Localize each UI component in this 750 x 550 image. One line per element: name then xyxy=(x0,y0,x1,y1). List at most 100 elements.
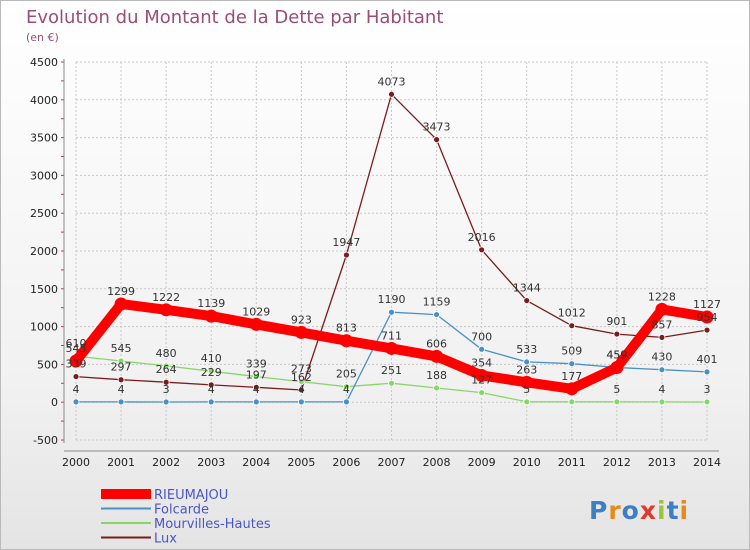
data-label: 264 xyxy=(156,363,177,376)
data-label: 4 xyxy=(298,383,305,396)
data-label: 354 xyxy=(471,356,492,369)
x-tick-label: 2012 xyxy=(603,456,631,469)
data-label: 339 xyxy=(246,358,267,371)
data-label: 188 xyxy=(426,369,447,382)
data-point xyxy=(655,302,669,316)
data-label: 1139 xyxy=(197,297,225,310)
data-point xyxy=(72,398,80,406)
data-point xyxy=(162,398,170,406)
x-tick-label: 2009 xyxy=(468,456,496,469)
data-label: 923 xyxy=(291,313,312,326)
data-point xyxy=(703,368,711,376)
x-tick-label: 2005 xyxy=(287,456,315,469)
data-point xyxy=(703,326,711,334)
data-point xyxy=(388,308,395,316)
data-label: 339 xyxy=(66,358,87,371)
x-tick-label: 2011 xyxy=(558,456,586,469)
data-point xyxy=(433,311,440,318)
data-label: 4 xyxy=(118,383,125,396)
data-label: 533 xyxy=(516,343,537,356)
data-label: 273 xyxy=(291,363,312,376)
data-point xyxy=(72,373,80,380)
data-point xyxy=(297,398,305,406)
data-point xyxy=(478,246,486,254)
y-tick-label: 4500 xyxy=(30,56,58,69)
data-point xyxy=(388,379,395,387)
data-point xyxy=(339,334,353,348)
data-label: 1299 xyxy=(107,285,135,298)
logo-letter: x xyxy=(640,496,657,525)
legend-label: Lux xyxy=(154,532,177,547)
data-label: 606 xyxy=(426,337,447,350)
data-point xyxy=(568,322,576,330)
data-label: 1222 xyxy=(152,291,180,304)
data-label: 1012 xyxy=(558,307,586,320)
data-point xyxy=(204,309,218,323)
data-label: 205 xyxy=(336,368,357,381)
data-label: 480 xyxy=(156,347,177,360)
data-point xyxy=(297,386,305,394)
data-label: 4 xyxy=(208,383,215,396)
data-label: 162 xyxy=(291,371,312,384)
data-point xyxy=(658,334,666,341)
data-label: 3 xyxy=(163,383,170,396)
data-point xyxy=(658,366,666,374)
data-point xyxy=(475,368,489,382)
data-point xyxy=(249,317,263,331)
axis-layer: -500 0 500 1000 1500 2000 2500 3000 3500 4000 4500… xyxy=(30,56,721,469)
logo-letter: t xyxy=(667,496,680,525)
proxiti-logo: Proxiti xyxy=(589,496,690,525)
x-tick-label: 2003 xyxy=(197,456,225,469)
data-label: 5 xyxy=(613,383,620,396)
data-point xyxy=(430,349,444,363)
logo-letter: r xyxy=(608,496,621,525)
logo-letter: i xyxy=(680,496,690,525)
data-label: 700 xyxy=(471,330,492,343)
data-point xyxy=(523,297,531,304)
chart-title: Evolution du Montant de la Dette par Hab… xyxy=(26,7,443,28)
data-label: 711 xyxy=(381,329,402,342)
y-tick-label: 2000 xyxy=(30,245,58,258)
x-tick-label: 2002 xyxy=(152,456,180,469)
data-label: 401 xyxy=(697,353,718,366)
data-label: 545 xyxy=(66,342,87,355)
data-point xyxy=(433,136,440,144)
x-tick-label: 2008 xyxy=(423,456,451,469)
data-point xyxy=(207,381,215,389)
data-label: 813 xyxy=(336,322,357,335)
data-label: 263 xyxy=(516,363,537,376)
data-point xyxy=(294,325,308,339)
data-label: 229 xyxy=(201,366,222,379)
data-label: 3473 xyxy=(423,121,451,134)
x-tick-label: 2007 xyxy=(378,456,406,469)
data-label: 127 xyxy=(471,374,492,387)
data-point xyxy=(520,375,534,389)
data-label: 1127 xyxy=(693,298,721,311)
x-tick-label: 2001 xyxy=(107,456,135,469)
x-tick-label: 2004 xyxy=(242,456,270,469)
data-point xyxy=(478,389,486,396)
data-point xyxy=(297,378,305,385)
data-point xyxy=(658,398,666,406)
data-label: 410 xyxy=(201,352,222,365)
y-tick-label: 0 xyxy=(51,396,58,409)
y-tick-label: 3000 xyxy=(30,169,58,182)
y-tick-label: 1000 xyxy=(30,321,58,334)
data-label: 3 xyxy=(704,383,711,396)
data-point xyxy=(523,358,531,366)
data-label: 545 xyxy=(111,342,132,355)
data-label: 4 xyxy=(73,383,80,396)
data-label: 4 xyxy=(343,383,350,396)
data-point xyxy=(207,367,215,375)
data-label: 459 xyxy=(606,348,627,361)
data-point xyxy=(613,330,621,338)
data-label: 5 xyxy=(523,383,530,396)
data-point xyxy=(433,384,440,392)
y-tick-label: 500 xyxy=(37,358,58,371)
x-tick-label: 2010 xyxy=(513,456,541,469)
legend-label: Mourvilles-Hautes xyxy=(154,517,271,532)
data-label: 4073 xyxy=(378,75,406,88)
data-label: 4 xyxy=(658,383,665,396)
data-label: 2016 xyxy=(468,231,496,244)
